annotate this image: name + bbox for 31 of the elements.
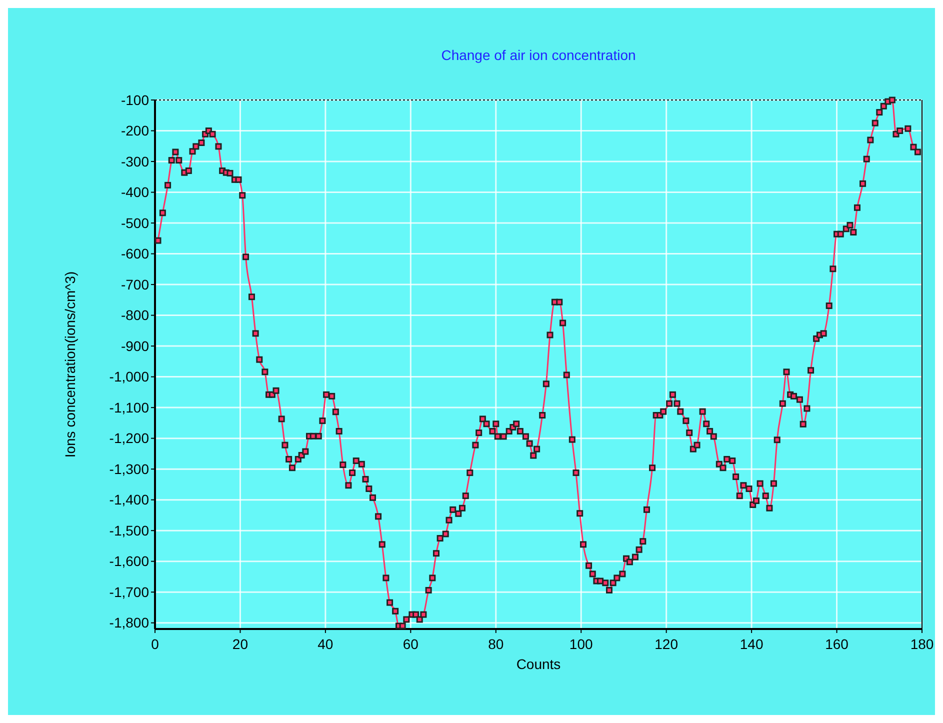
y-tick-label: -1,000	[109, 368, 150, 385]
y-tick-label: -400	[120, 184, 150, 200]
y-tick-label: -600	[120, 246, 150, 262]
y-tick-label: -700	[120, 276, 150, 292]
y-tick-label: -300	[120, 153, 150, 170]
chart-title: Change of air ion concentration	[441, 47, 636, 63]
x-tick-label: 0	[151, 636, 160, 652]
x-tick-label: 20	[232, 636, 248, 652]
x-tick-label: 100	[569, 636, 594, 652]
x-tick-label: 80	[488, 636, 504, 652]
y-tick-label: -1,400	[109, 492, 150, 508]
x-tick-label: 40	[318, 636, 334, 652]
y-tick-label: -200	[120, 122, 150, 139]
x-tick-label: 180	[910, 636, 934, 652]
y-tick-label: -1,800	[109, 614, 150, 631]
y-tick-label: -1,100	[109, 399, 150, 416]
y-tick-label: -1,500	[109, 522, 150, 538]
y-tick-label: -1,600	[109, 553, 150, 570]
y-tick-label: -900	[120, 338, 150, 354]
x-tick-label: 160	[825, 636, 849, 652]
y-axis-title: Ions concentration(ions/cm^3)	[62, 271, 78, 458]
x-axis-title: Counts	[516, 656, 561, 672]
x-tick-label: 140	[740, 636, 764, 652]
y-tick-label: -800	[120, 307, 150, 324]
x-tick-label: 60	[402, 636, 419, 652]
x-tick-label: 120	[654, 636, 678, 652]
y-tick-label: -500	[120, 214, 150, 231]
y-tick-label: -1,300	[109, 460, 150, 477]
y-tick-label: -1,700	[109, 584, 150, 600]
y-tick-label: -1,200	[109, 430, 150, 446]
y-tick-label: -100	[120, 92, 150, 108]
